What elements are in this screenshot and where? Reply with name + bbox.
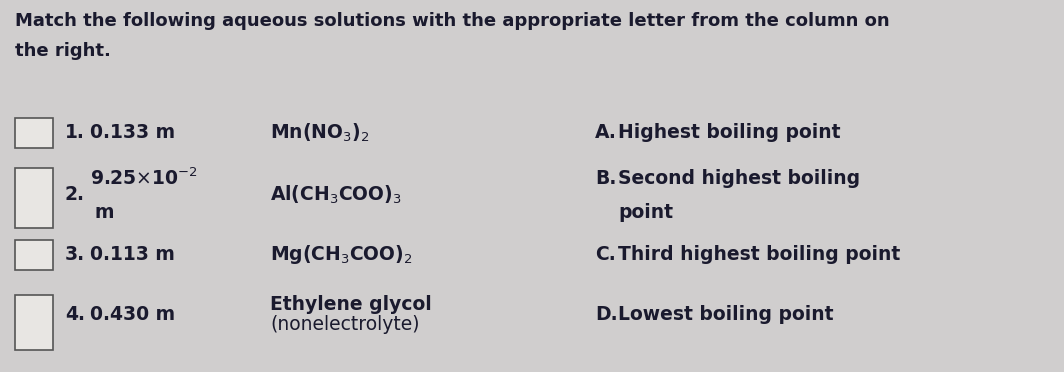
Text: 1.: 1. xyxy=(65,124,85,142)
Text: A.: A. xyxy=(595,124,617,142)
Text: Mg(CH$_3$COO)$_2$: Mg(CH$_3$COO)$_2$ xyxy=(270,244,413,266)
Text: C.: C. xyxy=(595,246,616,264)
Text: 4.: 4. xyxy=(65,305,85,324)
Text: 2.: 2. xyxy=(65,186,85,205)
Text: 0.113 m: 0.113 m xyxy=(90,246,174,264)
Text: Mn(NO$_3$)$_2$: Mn(NO$_3$)$_2$ xyxy=(270,122,369,144)
Text: Third highest boiling point: Third highest boiling point xyxy=(618,246,900,264)
Text: Match the following aqueous solutions with the appropriate letter from the colum: Match the following aqueous solutions wi… xyxy=(15,12,890,30)
FancyBboxPatch shape xyxy=(15,295,53,350)
Text: the right.: the right. xyxy=(15,42,111,60)
Text: 3.: 3. xyxy=(65,246,85,264)
FancyBboxPatch shape xyxy=(15,118,53,148)
FancyBboxPatch shape xyxy=(15,240,53,270)
Text: 9.25$\times$10$^{-2}$: 9.25$\times$10$^{-2}$ xyxy=(90,167,198,189)
Text: Highest boiling point: Highest boiling point xyxy=(618,124,841,142)
Text: D.: D. xyxy=(595,305,617,324)
Text: Ethylene glycol: Ethylene glycol xyxy=(270,295,432,314)
Text: Second highest boiling: Second highest boiling xyxy=(618,169,860,187)
Text: Al(CH$_3$COO)$_3$: Al(CH$_3$COO)$_3$ xyxy=(270,184,402,206)
Text: (nonelectrolyte): (nonelectrolyte) xyxy=(270,315,419,334)
Text: point: point xyxy=(618,202,674,221)
Text: Lowest boiling point: Lowest boiling point xyxy=(618,305,833,324)
Text: 0.133 m: 0.133 m xyxy=(90,124,176,142)
Text: m: m xyxy=(94,202,114,221)
FancyBboxPatch shape xyxy=(15,168,53,228)
Text: 0.430 m: 0.430 m xyxy=(90,305,176,324)
Text: B.: B. xyxy=(595,169,616,187)
